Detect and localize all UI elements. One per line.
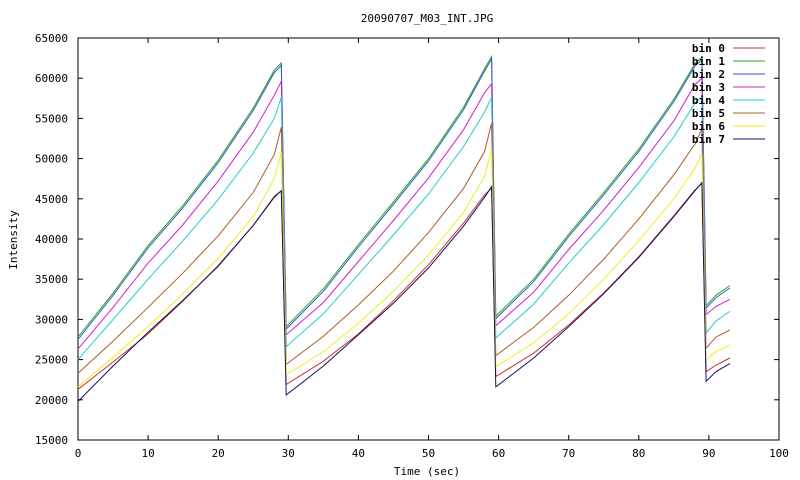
y-tick-label: 50000 <box>35 153 68 166</box>
y-tick-label: 40000 <box>35 233 68 246</box>
y-tick-label: 60000 <box>35 72 68 85</box>
y-ticks: 15000 20000 25000 30000 35000 40000 45000 50000… <box>35 32 779 447</box>
legend-label-bin-3: bin 3 <box>692 81 725 94</box>
x-tick-label: 70 <box>562 447 575 460</box>
series-line-bin-2 <box>77 57 731 340</box>
x-tick-label: 30 <box>282 447 295 460</box>
x-axis-label: Time (sec) <box>394 465 460 478</box>
x-tick-label: 0 <box>75 447 82 460</box>
legend-label-bin-6: bin 6 <box>692 120 725 133</box>
series-line-bin-4 <box>77 95 731 360</box>
legend-label-bin-5: bin 5 <box>692 107 725 120</box>
series-lines <box>77 54 731 402</box>
series-line-bin-7 <box>77 181 731 402</box>
x-ticks: 0 10 20 30 40 50 60 70 80 90 100 <box>75 38 789 460</box>
y-tick-label: 45000 <box>35 193 68 206</box>
x-tick-label: 100 <box>769 447 789 460</box>
series-line-bin-1 <box>77 54 731 338</box>
y-tick-label: 55000 <box>35 112 68 125</box>
y-tick-label: 20000 <box>35 394 68 407</box>
chart-title: 20090707_M03_INT.JPG <box>361 12 493 25</box>
y-tick-label: 65000 <box>35 32 68 45</box>
x-tick-label: 10 <box>141 447 154 460</box>
series-line-bin-5 <box>77 123 731 374</box>
legend-label-bin-2: bin 2 <box>692 68 725 81</box>
legend-label-bin-4: bin 4 <box>692 94 725 107</box>
legend-label-bin-7: bin 7 <box>692 133 725 146</box>
x-tick-label: 50 <box>422 447 435 460</box>
y-tick-label: 35000 <box>35 273 68 286</box>
x-tick-label: 60 <box>492 447 505 460</box>
legend-label-bin-1: bin 1 <box>692 55 725 68</box>
series-line-bin-6 <box>77 148 731 388</box>
x-tick-label: 80 <box>632 447 645 460</box>
x-tick-label: 20 <box>212 447 225 460</box>
series-line-bin-0 <box>77 182 731 390</box>
y-tick-label: 30000 <box>35 313 68 326</box>
legend-label-bin-0: bin 0 <box>692 42 725 55</box>
x-tick-label: 40 <box>352 447 365 460</box>
y-axis-label: Intensity <box>7 210 20 270</box>
y-tick-label: 15000 <box>35 434 68 447</box>
x-tick-label: 90 <box>702 447 715 460</box>
series-line-bin-3 <box>77 77 731 350</box>
y-tick-label: 25000 <box>35 354 68 367</box>
